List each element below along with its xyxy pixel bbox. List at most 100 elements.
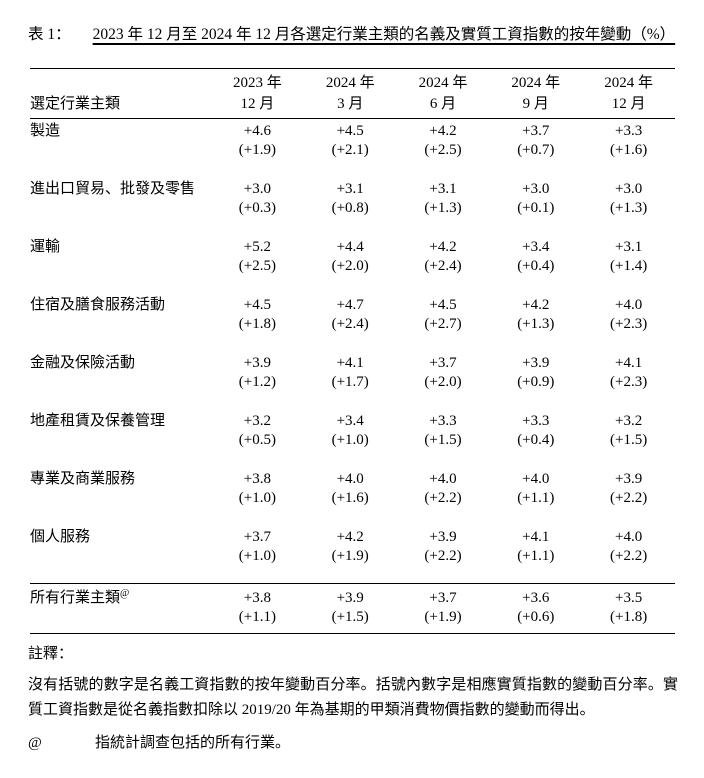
real-value: (+1.0) [238,490,276,506]
nominal-value: +3.5 [614,590,643,606]
real-value: (+2.2) [609,548,648,564]
value-cell: +4.0 (+2.2) [397,467,490,525]
real-value: (+1.5) [424,432,462,448]
column-header-period-4: 2024 年 9 月 [489,68,583,119]
nominal-value: +3.8 [243,590,271,606]
row-label: 專業及商業服務 [30,471,136,487]
real-value: (+1.0) [238,548,276,564]
value-cell: +4.2 (+2.5) [397,119,490,178]
nominal-value: +3.0 [522,181,550,197]
real-value: (+1.3) [609,200,648,216]
notes-body-text: 沒有括號的數字是名義工資指數的按年變動百分率。括號內數字是相應實質指數的變動百分… [28,677,678,718]
value-cell: +4.7 (+2.4) [304,293,397,351]
real-value: (+2.2) [609,490,648,506]
nominal-value: +3.0 [243,181,271,197]
row-label: 個人服務 [30,529,91,545]
value-cell: +3.9 (+1.2) [211,351,304,409]
period-month: 9 月 [522,96,549,112]
value-cell: +4.5 (+1.8) [211,293,304,351]
real-value: (+1.3) [517,316,555,332]
column-header-period-1: 2023 年 12 月 [211,68,304,119]
nominal-value: +4.2 [522,297,550,313]
real-value: (+1.1) [517,548,555,564]
nominal-value: +3.4 [336,413,364,429]
nominal-value: +4.5 [243,297,271,313]
value-cell: +5.2 (+2.5) [211,235,304,293]
nominal-value: +4.0 [614,297,643,313]
nominal-value: +4.4 [336,239,364,255]
table-row: 進出口貿易、批發及零售 +3.0 (+0.3) +3.1 (+0.8) +3.1 (+1.3… [30,177,675,235]
nominal-value: +3.9 [429,529,457,545]
nominal-value: +3.9 [336,590,364,606]
nominal-value: +4.0 [614,529,643,545]
nominal-value: +3.7 [522,123,550,139]
value-cell: +3.2 (+1.5) [582,409,675,467]
value-cell: +4.0 (+1.6) [304,467,397,525]
nominal-value: +4.2 [336,529,364,545]
real-value: (+2.2) [424,548,462,564]
nominal-value: +3.6 [522,590,550,606]
table-number-label: 表 1： [28,26,71,43]
value-cell: +3.0 (+0.3) [211,177,304,235]
table-row: 住宿及膳食服務活動 +4.5 (+1.8) +4.7 (+2.4) +4.5 (+2.7) +… [30,293,675,351]
nominal-value: +4.1 [336,355,364,371]
value-cell: +3.5 (+1.8) [582,583,675,634]
table-total-row: 所有行業主類@ +3.8 (+1.1) +3.9 (+1.5) +3.7 (+1.9) +3.… [30,583,675,634]
real-value: (+0.4) [517,258,555,274]
value-cell: +4.6 (+1.9) [211,119,304,178]
table-title: 表 1： 2023 年 12 月至 2024 年 12 月各選定行業主類的名義及… [28,24,675,46]
value-cell: +3.1 (+1.4) [582,235,675,293]
real-value: (+2.4) [424,258,462,274]
wage-index-table: 選定行業主類 2023 年 12 月 2024 年 3 月 2024 年 6 月… [30,68,675,634]
nominal-value: +4.0 [429,471,457,487]
nominal-value: +5.2 [243,239,271,255]
nominal-value: +4.1 [614,355,643,371]
value-cell: +3.3 (+0.4) [489,409,582,467]
real-value: (+1.9) [424,609,462,625]
value-cell: +3.9 (+1.5) [303,583,397,634]
nominal-value: +4.1 [522,529,550,545]
value-cell: +3.9 (+2.2) [582,467,675,525]
value-cell: +3.1 (+1.3) [397,177,490,235]
row-label: 地產租賃及保養管理 [30,413,166,429]
value-cell: +3.7 (+2.0) [397,351,490,409]
real-value: (+2.2) [424,490,462,506]
nominal-value: +3.4 [522,239,550,255]
value-cell: +3.3 (+1.6) [582,119,675,178]
table-row: 個人服務 +3.7 (+1.0) +4.2 (+1.9) +3.9 (+2.2) +4.1 (+… [30,525,675,584]
value-cell: +3.9 (+0.9) [489,351,582,409]
real-value: (+2.3) [609,316,648,332]
period-year: 2024 年 [325,75,375,91]
value-cell: +4.5 (+2.1) [304,119,397,178]
wage-table-body: 製造 +4.6 (+1.9) +4.5 (+2.1) +4.2 (+2.5) +3.7 (+0.… [30,119,675,634]
real-value: (+2.5) [238,258,276,274]
value-cell: +4.0 (+2.2) [582,525,675,584]
real-value: (+1.7) [331,374,369,390]
column-header-period-2: 2024 年 3 月 [303,68,397,119]
real-value: (+1.1) [517,490,555,506]
footnote-at-text: 指統計調查包括的所有行業。 [95,735,291,751]
column-header-period-5: 2024 年 12 月 [582,68,675,119]
table-title-text: 2023 年 12 月至 2024 年 12 月各選定行業主類的名義及實質工資指… [92,26,676,43]
real-value: (+1.8) [609,609,648,625]
real-value: (+2.4) [331,316,369,332]
nominal-value: +4.2 [429,239,457,255]
column-header-industry: 選定行業主類 [30,68,211,119]
real-value: (+0.5) [238,432,276,448]
period-month: 3 月 [337,96,364,112]
row-label: 運輸 [30,239,61,255]
real-value: (+2.7) [424,316,462,332]
value-cell: +3.7 (+0.7) [489,119,582,178]
nominal-value: +4.6 [243,123,271,139]
value-cell: +4.2 (+2.4) [397,235,490,293]
table-header: 選定行業主類 2023 年 12 月 2024 年 3 月 2024 年 6 月… [30,68,675,119]
nominal-value: +3.1 [614,239,643,255]
notes-section: 註釋： 沒有括號的數字是名義工資指數的按年變動百分率。括號內數字是相應實質指數的… [28,644,678,753]
nominal-value: +3.3 [429,413,457,429]
real-value: (+0.3) [238,200,276,216]
nominal-value: +3.9 [243,355,271,371]
row-label: 住宿及膳食服務活動 [30,297,166,313]
table-row: 地產租賃及保養管理 +3.2 (+0.5) +3.4 (+1.0) +3.3 (+1.5) +… [30,409,675,467]
value-cell: +3.4 (+1.0) [304,409,397,467]
